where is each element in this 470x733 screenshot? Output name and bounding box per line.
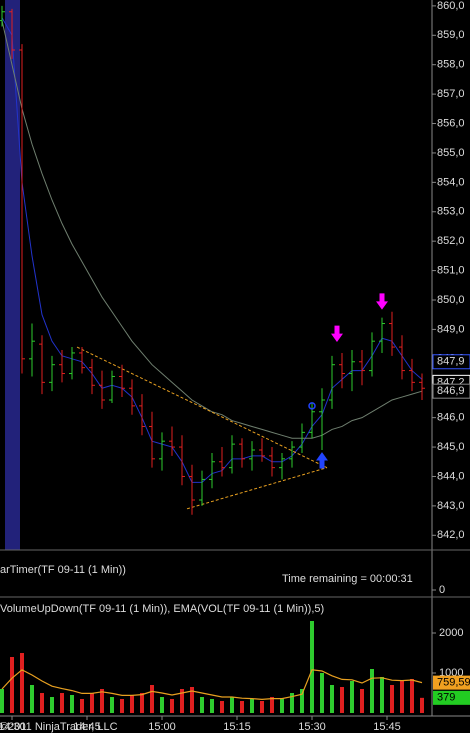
y-tick-label: 854,0	[437, 176, 465, 188]
volume-bar	[80, 699, 84, 713]
last-value-box	[433, 675, 470, 690]
volume-bar	[370, 669, 374, 713]
volume-bar	[60, 693, 64, 713]
volume-bar	[120, 699, 124, 713]
price-marker-label: 846,9	[437, 385, 465, 397]
y-tick-label: 860,0	[437, 0, 465, 12]
y-tick-label: 852,0	[437, 235, 465, 247]
volume-bar	[90, 693, 94, 713]
y-tick-label: 846,0	[437, 412, 465, 424]
volume-bar	[40, 693, 44, 713]
y-tick-label: 855,0	[437, 147, 465, 159]
volume-bar	[320, 673, 324, 713]
panel-title: VolumeUpDown(TF 09-11 (1 Min)), EMA(VOL(…	[0, 603, 324, 615]
y-tick-label: 858,0	[437, 59, 465, 71]
session-band	[5, 0, 20, 550]
volume-bar	[380, 677, 384, 713]
signal	[308, 402, 316, 410]
volume-bar	[280, 699, 284, 713]
volume-ema	[1, 669, 423, 701]
last-value-label: 379	[437, 692, 455, 704]
y-tick-label: 842,0	[437, 529, 465, 541]
price-marker-label: 847,9	[437, 356, 465, 368]
x-tick-label: 14:30	[0, 721, 26, 733]
x-tick-label: 15:30	[298, 721, 326, 733]
panel-title: arTimer(TF 09-11 (1 Min))	[0, 564, 126, 576]
x-tick-label: 14:45	[73, 721, 101, 733]
moving-average	[1, 20, 423, 439]
volume-bar	[130, 695, 134, 713]
volume-bar	[420, 697, 424, 713]
y-tick-label: 2000	[439, 627, 463, 639]
x-tick-label: 15:45	[373, 721, 401, 733]
y-tick-label: 843,0	[437, 500, 465, 512]
volume-bar	[180, 689, 184, 713]
signal	[316, 452, 328, 469]
volume-bar	[50, 697, 54, 713]
volume-bar	[30, 685, 34, 713]
signal	[376, 293, 388, 310]
volume-bar	[210, 699, 214, 713]
trendline	[76, 346, 328, 469]
volume-bar	[10, 657, 14, 713]
volume-bar	[290, 693, 294, 713]
timer-text: Time remaining = 00:00:31	[282, 573, 413, 585]
y-tick-label: 0	[439, 584, 445, 596]
volume-bar	[160, 697, 164, 713]
volume-bar	[400, 681, 404, 713]
y-tick-label: 856,0	[437, 117, 465, 129]
y-tick-label: 849,0	[437, 323, 465, 335]
x-tick-label: 15:00	[148, 721, 176, 733]
volume-bar	[360, 689, 364, 713]
y-tick-label: 859,0	[437, 29, 465, 41]
copyright: ©2011 NinjaTrader, LLC	[0, 721, 118, 733]
volume-bar	[0, 689, 4, 713]
volume-bar	[20, 653, 24, 713]
y-tick-label: 850,0	[437, 294, 465, 306]
y-tick-label: 851,0	[437, 264, 465, 276]
volume-bar	[150, 685, 154, 713]
volume-bar	[230, 697, 234, 713]
volume-bar	[310, 621, 314, 713]
price-marker	[432, 354, 470, 370]
signal	[331, 325, 343, 343]
last-value-label: 759,59	[437, 677, 470, 689]
volume-bar	[110, 697, 114, 713]
volume-bar	[340, 687, 344, 713]
volume-bar	[410, 679, 414, 713]
volume-bar	[270, 697, 274, 713]
trendline	[186, 467, 328, 510]
volume-bar	[170, 699, 174, 713]
volume-bar	[350, 681, 354, 713]
volume-bar	[300, 689, 304, 713]
volume-bar	[190, 687, 194, 713]
volume-bar	[260, 701, 264, 713]
y-tick-label: 853,0	[437, 206, 465, 218]
y-tick-label: 845,0	[437, 441, 465, 453]
volume-bar	[220, 701, 224, 713]
volume-bar	[200, 697, 204, 713]
volume-bar	[140, 693, 144, 713]
volume-bar	[100, 689, 104, 713]
volume-bar	[240, 701, 244, 713]
y-tick-label: 857,0	[437, 88, 465, 100]
volume-bar	[330, 685, 334, 713]
volume-bar	[390, 685, 394, 713]
last-value-box	[433, 690, 470, 705]
volume-bar	[70, 695, 74, 713]
price-marker	[432, 383, 470, 399]
volume-bar	[250, 699, 254, 713]
y-tick-label: 844,0	[437, 470, 465, 482]
x-tick-label: 15:15	[223, 721, 251, 733]
